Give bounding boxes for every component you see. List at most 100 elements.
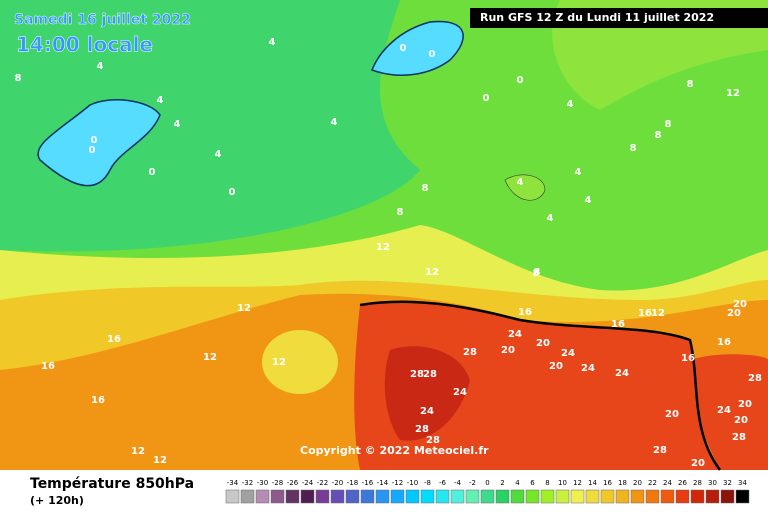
- legend-swatch: [435, 489, 450, 504]
- contour-label: 4: [585, 195, 592, 206]
- contour-label: 16: [518, 307, 532, 318]
- contour-label: 16: [41, 361, 55, 372]
- contour-label: 4: [575, 167, 582, 178]
- contour-label: 8: [655, 130, 662, 141]
- contour-label: 12: [131, 446, 145, 457]
- contour-label: 0: [400, 43, 407, 54]
- contour-label: 4: [157, 95, 164, 106]
- contour-label: 12: [153, 455, 167, 466]
- contour-label: 8: [422, 183, 429, 194]
- contour-label: 8: [397, 207, 404, 218]
- contour-label: 28: [426, 435, 440, 446]
- contour-label: 16: [611, 319, 625, 330]
- legend-swatch: [405, 489, 420, 504]
- legend-swatch: [720, 489, 735, 504]
- legend-swatch: [540, 489, 555, 504]
- contour-label: 28: [732, 432, 746, 443]
- contour-label: 4: [517, 177, 524, 188]
- time: 14:00 locale: [16, 33, 153, 57]
- contour-label: 0: [229, 187, 236, 198]
- cool-pocket: [262, 330, 338, 394]
- contour-label: 16: [638, 308, 652, 319]
- contour-label: 4: [97, 61, 104, 72]
- legend-swatch: [375, 489, 390, 504]
- contour-label: 0: [89, 145, 96, 156]
- contour-label: 8: [687, 79, 694, 90]
- contour-label: 12: [272, 357, 286, 368]
- legend-swatch: [690, 489, 705, 504]
- legend-swatch: [615, 489, 630, 504]
- legend-swatch: [660, 489, 675, 504]
- legend-label: 32: [723, 479, 732, 487]
- legend-swatch: [675, 489, 690, 504]
- legend-label: 14: [588, 479, 597, 487]
- contour-label: 20: [734, 415, 748, 426]
- legend-label: 4: [515, 479, 520, 487]
- legend-swatch: [240, 489, 255, 504]
- contour-label: 8: [630, 143, 637, 154]
- contour-label: 20: [691, 458, 705, 469]
- legend-label: -32: [242, 479, 253, 487]
- legend-label: 16: [603, 479, 612, 487]
- legend-swatch: [495, 489, 510, 504]
- legend-label: 2: [500, 479, 504, 487]
- contour-label: 28: [410, 369, 424, 380]
- legend-swatch: [330, 489, 345, 504]
- hot-zone: [354, 301, 720, 470]
- contour-label: 28: [415, 424, 429, 435]
- contour-label: 4: [215, 149, 222, 160]
- contour-label: 24: [453, 387, 467, 398]
- contour-label: 8: [15, 73, 22, 84]
- contour-label: 20: [727, 308, 741, 319]
- contour-label: 20: [665, 409, 679, 420]
- legend-swatch: [465, 489, 480, 504]
- cold-pocket: [37, 99, 161, 187]
- legend-swatch: [360, 489, 375, 504]
- legend-swatch: [255, 489, 270, 504]
- legend-label: -14: [377, 479, 389, 487]
- contour-label: 0: [429, 49, 436, 60]
- footer-title: Température 850hPa: [30, 476, 194, 492]
- legend-swatch: [570, 489, 585, 504]
- contour-label: 4: [269, 37, 276, 48]
- contour-label: 4: [331, 117, 338, 128]
- legend-label: -30: [257, 479, 268, 487]
- legend-label: 12: [573, 479, 582, 487]
- contour-label: 12: [237, 303, 251, 314]
- legend-swatch: [480, 489, 495, 504]
- legend-label: 26: [678, 479, 687, 487]
- contour-label: 0: [149, 167, 156, 178]
- contour-label: 8: [533, 268, 540, 279]
- legend-swatch: [390, 489, 405, 504]
- legend-swatch: [510, 489, 525, 504]
- contour-label: 8: [665, 119, 672, 130]
- footer-subtitle: (+ 120h): [30, 494, 84, 507]
- contour-label: 16: [717, 337, 731, 348]
- contour-label: 20: [738, 399, 752, 410]
- contour-label: 28: [653, 445, 667, 456]
- legend-swatch: [345, 489, 360, 504]
- cool-zone: [0, 0, 420, 252]
- contour-label: 20: [536, 338, 550, 349]
- legend-swatch: [735, 489, 750, 504]
- contour-label: 24: [615, 368, 629, 379]
- contour-label: 24: [717, 405, 731, 416]
- contour-label: 20: [501, 345, 515, 356]
- contour-label: 0: [483, 93, 490, 104]
- contour-label: 4: [547, 213, 554, 224]
- contour-label: 0: [91, 135, 98, 146]
- contour-label: 12: [203, 352, 217, 363]
- contour-label: 28: [748, 373, 762, 384]
- legend-swatch: [300, 489, 315, 504]
- contour-label: 20: [549, 361, 563, 372]
- run-info: Run GFS 12 Z du Lundi 11 juillet 2022: [480, 11, 714, 24]
- legend-label: -24: [302, 479, 314, 487]
- very-hot-zone: [384, 346, 470, 441]
- legend-label: -22: [317, 479, 328, 487]
- contour-label: 0: [517, 75, 524, 86]
- legend-label: 0: [485, 479, 489, 487]
- legend-label: 34: [738, 479, 747, 487]
